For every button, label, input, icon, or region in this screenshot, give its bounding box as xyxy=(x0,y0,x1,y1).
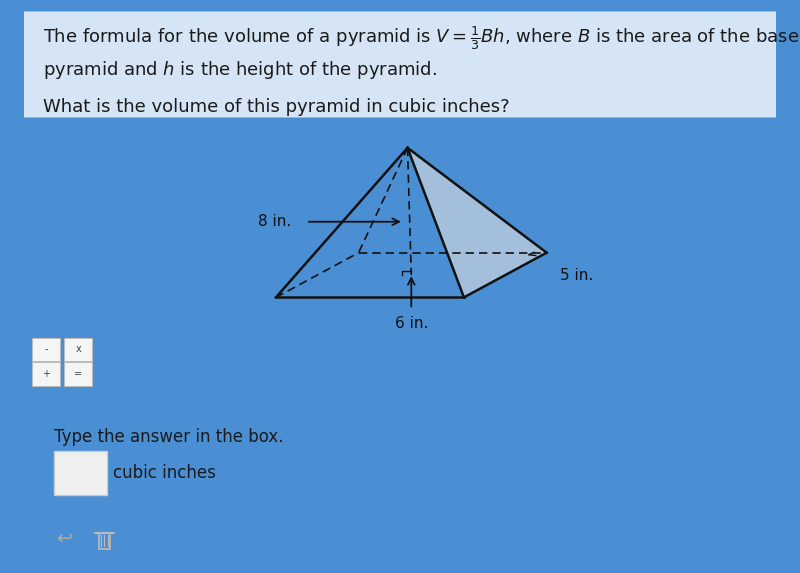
Text: +: + xyxy=(42,369,50,379)
Text: ↩: ↩ xyxy=(55,528,72,547)
Text: 8 in.: 8 in. xyxy=(258,214,291,229)
Text: The formula for the volume of a pyramid is $V = \frac{1}{3}Bh$, where $B$ is the: The formula for the volume of a pyramid … xyxy=(43,24,800,52)
Text: 6 in.: 6 in. xyxy=(394,316,428,331)
Polygon shape xyxy=(407,148,546,297)
Text: cubic inches: cubic inches xyxy=(113,464,216,482)
FancyBboxPatch shape xyxy=(31,337,60,361)
FancyBboxPatch shape xyxy=(24,11,776,117)
Text: -: - xyxy=(44,344,47,354)
Text: =: = xyxy=(74,369,82,379)
Text: pyramid and $h$ is the height of the pyramid.: pyramid and $h$ is the height of the pyr… xyxy=(43,59,437,81)
FancyBboxPatch shape xyxy=(54,452,106,494)
Text: Type the answer in the box.: Type the answer in the box. xyxy=(54,428,283,446)
Text: What is the volume of this pyramid in cubic inches?: What is the volume of this pyramid in cu… xyxy=(43,99,510,116)
FancyBboxPatch shape xyxy=(31,362,60,386)
Text: x: x xyxy=(75,344,81,354)
FancyBboxPatch shape xyxy=(64,337,93,361)
Text: 5 in.: 5 in. xyxy=(560,268,594,282)
FancyBboxPatch shape xyxy=(64,362,93,386)
